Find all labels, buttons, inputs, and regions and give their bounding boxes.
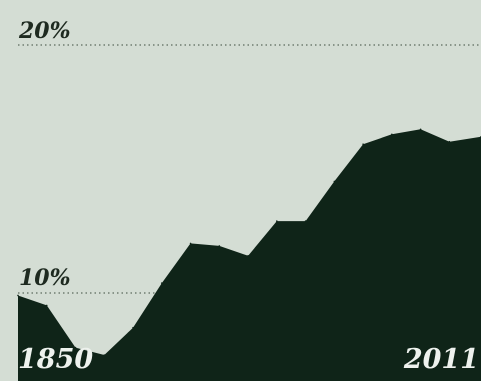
data-point-1860: [45, 304, 48, 307]
data-point-1890: [132, 326, 134, 329]
data-point-1960: [333, 180, 336, 183]
y-tick-label-20: 20%: [18, 18, 71, 44]
data-point-1850: [17, 294, 19, 297]
data-point-1930: [247, 255, 249, 257]
data-point-1990: [419, 128, 422, 131]
x-label-end-year: 2011: [403, 344, 479, 375]
data-point-1870: [74, 346, 77, 349]
y-tick-label-10: 10%: [19, 265, 71, 291]
x-label-start-year: 1850: [18, 344, 93, 375]
data-point-1950: [304, 220, 307, 222]
data-point-1970: [362, 143, 364, 145]
data-point-1910: [189, 242, 192, 245]
data-point-1900: [160, 282, 163, 284]
data-point-1940: [276, 220, 278, 222]
data-point-1880: [103, 354, 106, 356]
data-point-1980: [391, 133, 393, 136]
data-point-2000: [448, 140, 451, 143]
area-series: [18, 129, 481, 381]
data-point-1920: [218, 245, 221, 247]
